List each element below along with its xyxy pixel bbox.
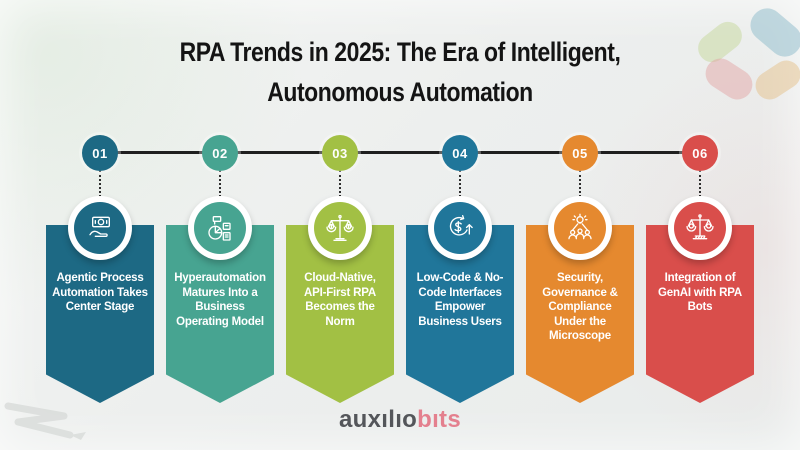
icon-disc bbox=[68, 196, 132, 260]
trend-banner: Agentic Process Automation Takes Center … bbox=[46, 225, 154, 403]
timeline-line bbox=[100, 151, 700, 154]
step-number-badge: 06 bbox=[682, 135, 718, 171]
trend-label: Low-Code & No-Code Interfaces Empower Bu… bbox=[416, 272, 504, 328]
trend-label: Integration of GenAI with RPA Bots bbox=[658, 272, 742, 313]
timeline-item: 02 Hyperautomation Matures Into a Busine… bbox=[160, 135, 280, 407]
team-idea-icon bbox=[554, 202, 606, 254]
petal-orange-icon bbox=[750, 55, 800, 105]
page-title-line2: Autonomous Automation bbox=[267, 77, 533, 107]
pie-chart-report-icon bbox=[194, 202, 246, 254]
icon-disc bbox=[668, 196, 732, 260]
step-number-badge: 02 bbox=[202, 135, 238, 171]
step-number-badge: 04 bbox=[442, 135, 478, 171]
timeline-item: 01 Agentic Process Automation Takes Cent… bbox=[40, 135, 160, 407]
page-title: RPA Trends in 2025: The Era of Intellige… bbox=[60, 32, 740, 112]
icon-disc bbox=[428, 196, 492, 260]
icon-disc bbox=[308, 196, 372, 260]
dotted-connector bbox=[699, 170, 701, 197]
dollar-balance-icon bbox=[314, 202, 366, 254]
dotted-connector bbox=[99, 170, 101, 197]
dollar-growth-icon bbox=[434, 202, 486, 254]
page-title-line1: RPA Trends in 2025: The Era of Intellige… bbox=[179, 37, 621, 67]
petal-blue-icon bbox=[743, 1, 800, 64]
timeline-items: 01 Agentic Process Automation Takes Cent… bbox=[40, 135, 760, 407]
icon-disc bbox=[548, 196, 612, 260]
trend-label: Cloud-Native, API-First RPA Becomes the … bbox=[304, 272, 376, 328]
dotted-connector bbox=[459, 170, 461, 197]
timeline-item: 03 Cloud-Native, API-First RPA Becomes t… bbox=[280, 135, 400, 407]
timeline-item: 04 Low-Code & No-Code Interfaces Empower… bbox=[400, 135, 520, 407]
timeline-item: 05 Security, Governance & Compliance Und… bbox=[520, 135, 640, 407]
step-number-badge: 03 bbox=[322, 135, 358, 171]
dotted-connector bbox=[579, 170, 581, 197]
step-number-badge: 01 bbox=[82, 135, 118, 171]
dotted-connector bbox=[219, 170, 221, 197]
brand-logo: auxılıobıts bbox=[0, 406, 800, 434]
trend-label: Agentic Process Automation Takes Center … bbox=[52, 272, 148, 313]
trend-label: Hyperautomation Matures Into a Business … bbox=[174, 272, 266, 328]
money-hand-icon bbox=[74, 202, 126, 254]
trend-label: Security, Governance & Compliance Under … bbox=[542, 272, 618, 342]
justice-scale-icon bbox=[674, 202, 726, 254]
brand-logo-part1: auxılıo bbox=[339, 406, 418, 433]
step-number-badge: 05 bbox=[562, 135, 598, 171]
zigzag-watermark-icon bbox=[4, 402, 86, 440]
dotted-connector bbox=[339, 170, 341, 197]
brand-logo-part2: bıts bbox=[417, 406, 461, 433]
timeline-item: 06 Integration of GenAI with RPA Bots bbox=[640, 135, 760, 407]
icon-disc bbox=[188, 196, 252, 260]
